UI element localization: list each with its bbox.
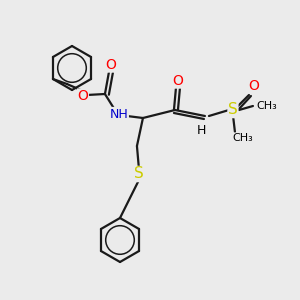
Text: O: O [106, 58, 116, 72]
Text: O: O [248, 79, 260, 93]
Text: CH₃: CH₃ [232, 133, 253, 143]
Text: S: S [134, 167, 144, 182]
Text: H: H [196, 124, 206, 136]
Text: CH₃: CH₃ [256, 101, 277, 111]
Text: O: O [77, 89, 88, 103]
Text: O: O [172, 74, 183, 88]
Text: S: S [228, 103, 238, 118]
Text: NH: NH [110, 107, 128, 121]
